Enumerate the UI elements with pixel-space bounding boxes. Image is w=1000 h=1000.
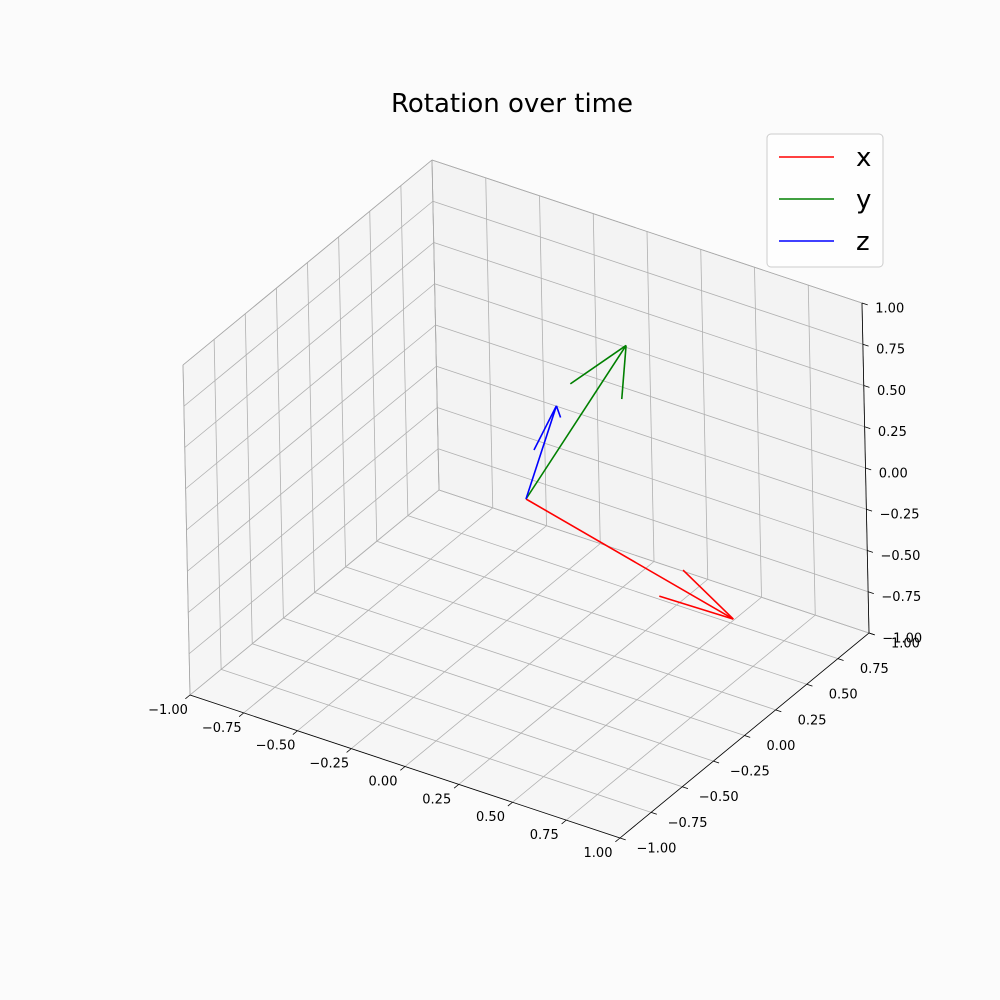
y-tick-label: 0.50 xyxy=(829,688,858,703)
chart-title: Rotation over time xyxy=(391,89,633,119)
legend-label-z: z xyxy=(856,227,870,257)
z-tick xyxy=(861,302,868,306)
legend: xyz xyxy=(766,133,884,268)
grid-line xyxy=(400,185,409,516)
y-tick xyxy=(868,632,875,636)
vector-z-head xyxy=(533,405,558,451)
x-tick-label: 0.50 xyxy=(476,810,505,825)
grid-line xyxy=(432,200,864,345)
x-tick xyxy=(615,837,621,843)
x-tick-label: −0.25 xyxy=(309,757,349,772)
y-tick xyxy=(806,683,813,687)
grid-line xyxy=(407,515,839,660)
grid-lines xyxy=(182,159,870,839)
x-tick xyxy=(400,766,406,771)
rotation-vectors xyxy=(525,344,734,620)
vector-y-head xyxy=(620,345,627,400)
pane-edge xyxy=(431,159,440,491)
z-tick-label: 0.50 xyxy=(877,384,906,399)
y-tick xyxy=(682,786,689,790)
vector-z-shaft xyxy=(525,405,558,500)
y-tick-label: −0.50 xyxy=(699,790,739,805)
y-tick xyxy=(713,760,720,764)
grid-line xyxy=(345,566,776,711)
z-tick xyxy=(864,426,871,430)
grid-line xyxy=(434,283,865,428)
y-tick xyxy=(775,709,782,713)
x-tick-label: 0.25 xyxy=(422,792,451,807)
x-tick-label: −0.75 xyxy=(202,721,242,736)
z-tick xyxy=(866,508,873,512)
x-tick-label: −0.50 xyxy=(256,739,296,754)
y-tick xyxy=(744,735,751,738)
x-tick xyxy=(453,784,460,789)
x-tick-label: −1.00 xyxy=(148,703,188,718)
x-tick-label: 1.00 xyxy=(584,846,613,861)
vector-z-head xyxy=(555,405,562,418)
pane-edge xyxy=(182,159,433,366)
legend-label-y: y xyxy=(856,185,871,215)
grid-line xyxy=(438,489,870,634)
vector-x-head xyxy=(682,569,734,620)
x-tick-label: 0.00 xyxy=(369,774,398,789)
grid-line xyxy=(565,614,816,821)
grid-line xyxy=(807,285,816,616)
grid-line xyxy=(185,283,435,490)
y-tick-label: 0.00 xyxy=(766,739,795,754)
x-tick xyxy=(238,712,245,717)
x-tick xyxy=(292,730,298,735)
x-tick xyxy=(561,819,567,825)
y-tick xyxy=(619,837,626,841)
grid-line xyxy=(184,242,435,448)
grid-line xyxy=(433,242,864,386)
z-tick-label: −0.75 xyxy=(881,590,921,605)
grid-line xyxy=(338,236,347,567)
y-tick-label: −1.00 xyxy=(637,841,677,856)
grid-line xyxy=(376,540,807,685)
z-tick-label: −0.50 xyxy=(881,549,921,564)
y-tick-label: 0.25 xyxy=(798,713,827,728)
x-tick-label: 0.75 xyxy=(530,828,559,843)
grid-line xyxy=(183,200,434,407)
pane-edge xyxy=(431,159,863,304)
tick-labels: −1.00 −1.00 −1.00 −0.75 −0.75 −0.75 −0.50 −0.50… xyxy=(148,301,922,861)
pane-edge xyxy=(182,364,191,696)
z-tick xyxy=(867,591,874,595)
legend-box xyxy=(766,133,884,268)
z-tick-label: 0.25 xyxy=(878,425,907,440)
z-tick xyxy=(865,467,872,471)
y-tick-label: 0.75 xyxy=(860,662,889,677)
grid-line xyxy=(369,211,378,542)
grid-line xyxy=(754,267,762,598)
legend-label-x: x xyxy=(856,143,871,173)
grid-line xyxy=(314,592,745,736)
z-tick xyxy=(862,343,869,347)
z-tick xyxy=(867,550,874,553)
x-tick xyxy=(346,748,352,753)
z-tick-label: 0.75 xyxy=(876,343,905,358)
z-tick-label: −0.25 xyxy=(880,508,920,523)
y-tick xyxy=(650,811,657,815)
z-tick-label: 1.00 xyxy=(875,301,904,316)
x-tick xyxy=(507,801,513,807)
z-tick-label: 0.00 xyxy=(879,466,908,481)
grid-line xyxy=(186,324,436,531)
grid-line xyxy=(512,596,762,803)
z-tick-label: −1.00 xyxy=(882,631,922,646)
x-tick xyxy=(185,694,191,700)
z-tick xyxy=(863,385,870,388)
grid-line xyxy=(435,324,866,469)
vector-y-head xyxy=(569,344,627,385)
grid-line xyxy=(458,579,709,785)
y-tick-label: −0.75 xyxy=(668,816,708,831)
tick-marks xyxy=(185,302,875,843)
y-tick-label: −0.25 xyxy=(730,765,770,780)
vector-x-head xyxy=(659,595,734,620)
vector-y-shaft xyxy=(525,344,627,500)
y-tick xyxy=(837,658,844,661)
y-tick-label: 1.00 xyxy=(891,636,920,651)
grid-line xyxy=(700,249,709,580)
vector-x-shaft xyxy=(525,498,734,620)
